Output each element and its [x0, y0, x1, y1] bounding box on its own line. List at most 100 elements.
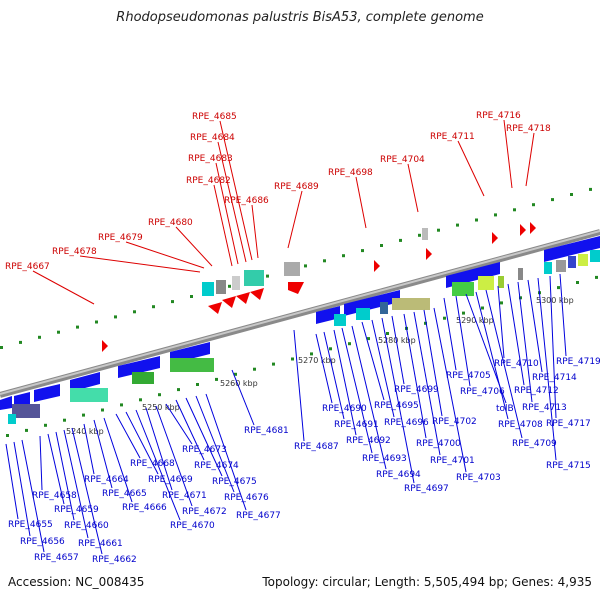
leader-line [63, 429, 89, 539]
leader-line [195, 395, 235, 493]
tick-dots [0, 187, 598, 437]
gene-label: RPE_4669 [148, 475, 193, 485]
leader-line [205, 393, 247, 511]
leader-line [213, 184, 233, 267]
track-dot [120, 403, 123, 407]
track-dot [462, 311, 465, 315]
gene-label: RPE_4677 [236, 511, 281, 521]
gene-label: RPE_4671 [162, 491, 207, 501]
track-dot [519, 296, 522, 300]
gene-label: RPE_4693 [362, 454, 407, 464]
gene-label: RPE_4718 [506, 124, 551, 134]
gene-label: RPE_4660 [64, 521, 109, 531]
track-dot [57, 330, 60, 334]
leader-line [115, 413, 141, 459]
track-dot [101, 408, 104, 412]
track-dot [424, 321, 427, 325]
track-dot [190, 295, 193, 298]
leader-line [125, 411, 159, 475]
gene-label: RPE_4667 [5, 262, 50, 272]
gene-label: RPE_4672 [182, 507, 227, 517]
kbp-scale-labels: 5240 kbp 5250 kbp 5260 kbp 5270 kbp 5280 kbp… [66, 296, 574, 436]
leader-line [219, 120, 253, 261]
track-dot [570, 193, 573, 196]
gene-label: RPE_4710 [494, 359, 539, 369]
leader-line [559, 273, 567, 357]
leader-line [287, 190, 303, 249]
track-dot [82, 413, 85, 417]
gene-label: RPE_4674 [194, 461, 239, 471]
leader-line [391, 315, 405, 385]
gene-label: RPE_4692 [346, 436, 391, 446]
reverse-label-leaders [5, 273, 567, 555]
gene-label: RPE_4689 [274, 182, 319, 192]
track-dot [228, 284, 231, 288]
track-dot [532, 203, 535, 207]
track-dot [291, 357, 294, 361]
leader-line [293, 329, 305, 442]
track-dot [475, 218, 478, 222]
gene-label: RPE_4691 [334, 420, 379, 430]
track-dot [551, 198, 554, 202]
track-dot [253, 367, 256, 371]
leader-line [175, 226, 213, 267]
gene-label: RPE_4685 [192, 112, 237, 122]
leader-line [215, 162, 239, 265]
leader-line [381, 317, 415, 484]
leader-line [403, 313, 427, 439]
track-dot [266, 274, 269, 278]
kbp-label: 5250 kbp [142, 403, 180, 412]
gene-label: RPE_4709 [512, 439, 557, 449]
gene-label: RPE_4711 [430, 132, 475, 142]
leader-line [231, 369, 255, 426]
genome-stats-text: Topology: circular; Length: 5,505,494 bp… [262, 575, 592, 589]
track-dot [494, 213, 497, 217]
track-dot [557, 286, 560, 290]
gene-label: RPE_4704 [380, 155, 425, 165]
leader-line [525, 132, 535, 187]
gene-label: RPE_4702 [432, 417, 477, 427]
gene-label: RPE_4666 [122, 503, 167, 513]
accession-text: Accession: NC_008435 [8, 575, 145, 589]
track-dot [576, 281, 579, 284]
gene-label: RPE_4717 [546, 419, 591, 429]
gene-label: RPE_4715 [546, 461, 591, 471]
leader-line [457, 140, 485, 197]
gene-label: RPE_4698 [328, 168, 373, 178]
leader-line [361, 321, 385, 401]
gene-label: RPE_4701 [430, 456, 475, 466]
forward-strand-genes [102, 222, 536, 352]
gene-label: RPE_4690 [322, 404, 367, 414]
gene-label: RPE_4708 [498, 420, 543, 430]
track-dot [361, 249, 364, 253]
reverse-gene-labels: RPE_4655 RPE_4656 RPE_4657 RPE_4658 RPE_4659… [8, 357, 600, 565]
track-dot [329, 347, 332, 351]
other-features [8, 228, 600, 424]
leader-line [251, 204, 259, 259]
track-dot [418, 233, 421, 237]
gene-label: RPE_4716 [476, 111, 521, 121]
gene-label: RPE_4661 [78, 539, 123, 549]
track-dot [481, 306, 484, 310]
track-dot [177, 388, 180, 392]
track-dot [500, 301, 503, 305]
track-dot [114, 315, 117, 319]
leader-line [475, 291, 509, 420]
leader-line [527, 279, 543, 373]
leader-line [103, 417, 133, 503]
track-dot [19, 340, 22, 344]
track-dot [399, 238, 402, 242]
map-title: Rhodopseudomonas palustris BisA53, compl… [116, 10, 484, 25]
gene-label: RPE_4655 [8, 520, 53, 530]
leader-line [503, 119, 513, 189]
kbp-label: 5300 kbp [536, 296, 574, 305]
track-dot [437, 228, 440, 232]
leader-line [165, 403, 193, 445]
gene-label: RPE_4699 [394, 385, 439, 395]
kbp-label: 5280 kbp [378, 336, 416, 345]
leader-line [55, 431, 75, 521]
leader-line [433, 307, 467, 473]
leader-line [71, 427, 103, 555]
